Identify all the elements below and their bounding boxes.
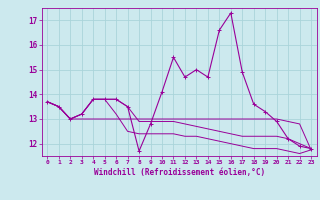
X-axis label: Windchill (Refroidissement éolien,°C): Windchill (Refroidissement éolien,°C)	[94, 168, 265, 177]
